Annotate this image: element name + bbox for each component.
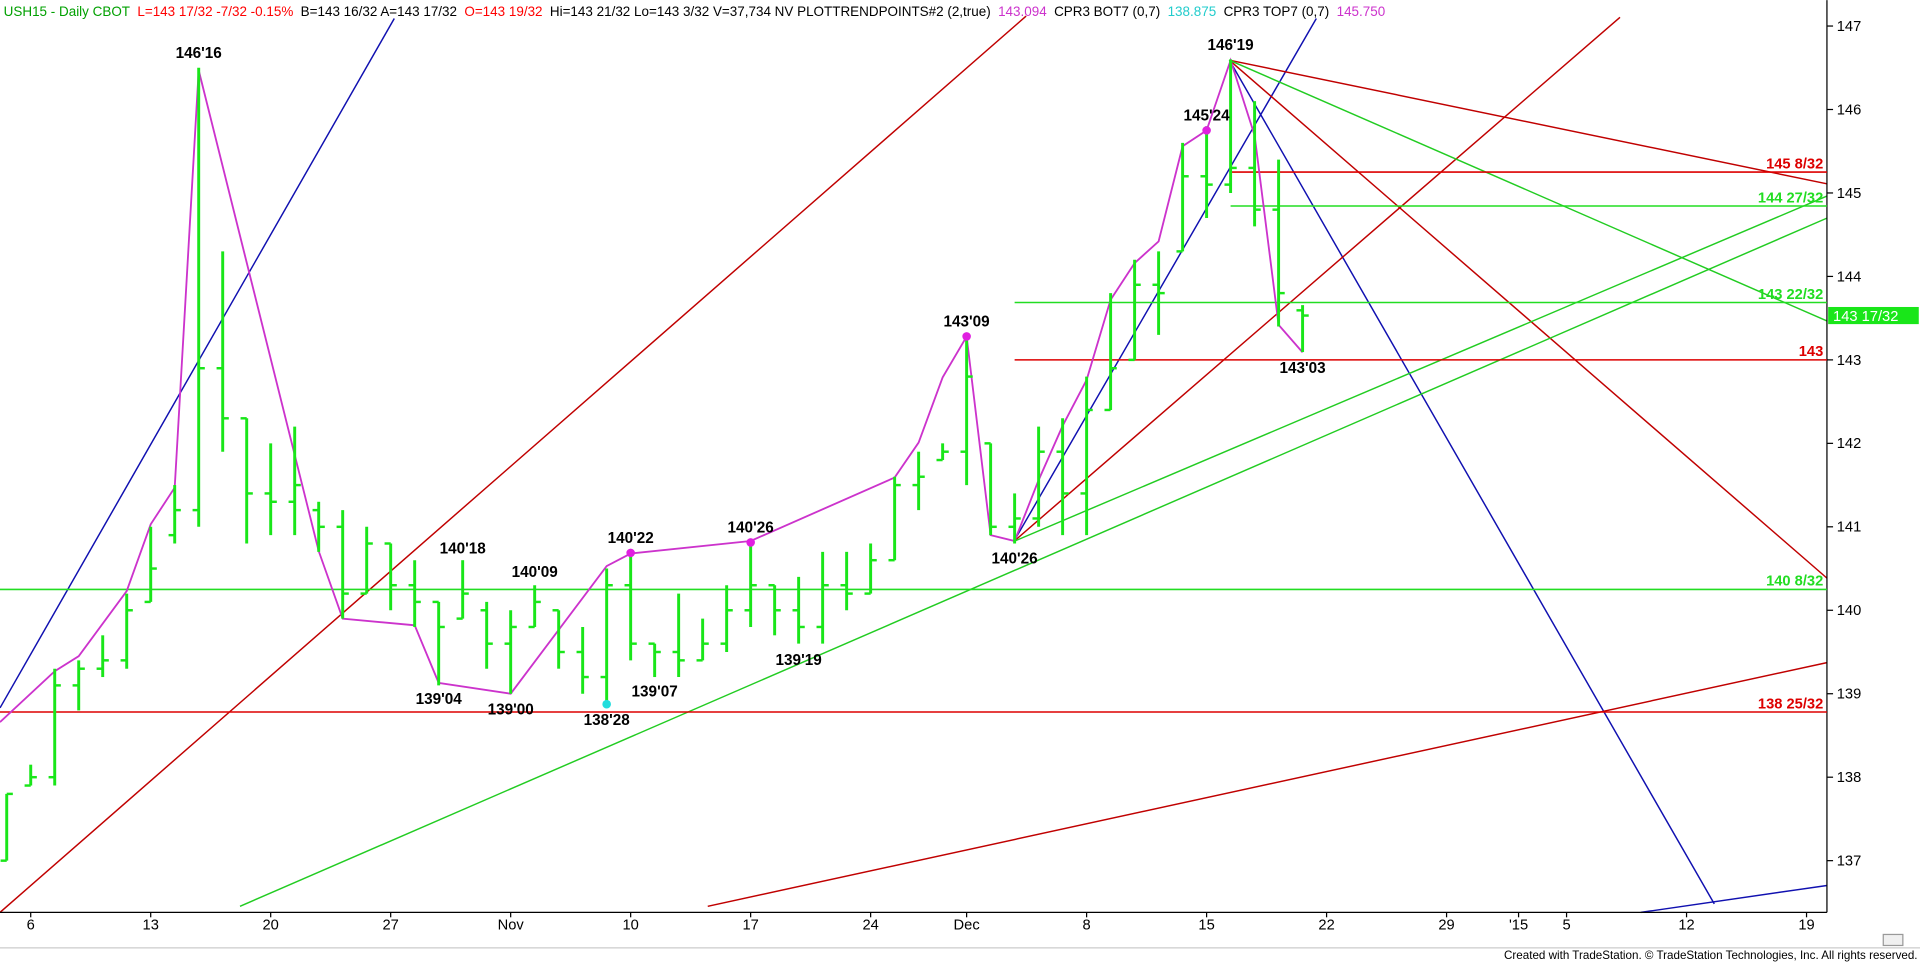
trend-line bbox=[1229, 59, 1828, 185]
x-tick-label: 10 bbox=[622, 918, 638, 934]
header-item: B=143 16/32 A=143 17/32 bbox=[301, 4, 457, 19]
trend-line bbox=[1013, 16, 1621, 542]
pivot-label: 139'00 bbox=[488, 702, 534, 719]
footer: Created with TradeStation. © TradeStatio… bbox=[1504, 949, 1918, 962]
pivot-label: 140'22 bbox=[608, 530, 654, 547]
trend-lines bbox=[0, 15, 1828, 914]
y-tick-label: 146 bbox=[1837, 102, 1862, 118]
y-tick-label: 144 bbox=[1837, 269, 1862, 285]
header: USH15 - Daily CBOT L=143 17/32 -7/32 -0.1… bbox=[4, 4, 1386, 19]
last-price-label: 143 17/32 bbox=[1833, 309, 1898, 325]
header-item: CPR3 BOT7 (0,7) bbox=[1054, 4, 1160, 19]
x-tick-label: 20 bbox=[263, 918, 279, 934]
pivot-label: 146'16 bbox=[176, 45, 222, 62]
y-tick-label: 145 bbox=[1837, 186, 1862, 202]
pivot-marker bbox=[626, 548, 635, 558]
header-item: 143.094 bbox=[998, 4, 1047, 19]
trend-line bbox=[1229, 59, 1828, 322]
x-tick-label: 12 bbox=[1678, 918, 1694, 934]
trend-line bbox=[1228, 59, 1715, 905]
x-tick-label: 19 bbox=[1798, 918, 1814, 934]
y-tick-label: 138 bbox=[1837, 770, 1862, 786]
pivot-label: 140'26 bbox=[728, 520, 774, 537]
x-tick-label: 15 bbox=[1198, 918, 1214, 934]
x-tick-label: 22 bbox=[1318, 918, 1334, 934]
pivot-marker bbox=[962, 332, 971, 341]
y-tick-label: 142 bbox=[1837, 436, 1862, 452]
trend-line bbox=[0, 15, 1027, 913]
x-tick-label: 8 bbox=[1083, 918, 1091, 934]
pivot-label: 139'19 bbox=[776, 652, 822, 669]
zigzag-line bbox=[0, 57, 1304, 723]
header-item: Hi=143 21/32 Lo=143 3/32 V=37,734 NV PLO… bbox=[550, 4, 991, 19]
header-item: L=143 17/32 -7/32 -0.15% bbox=[137, 4, 293, 19]
pivot-label: 143'03 bbox=[1279, 360, 1325, 377]
y-tick-label: 147 bbox=[1837, 19, 1862, 35]
header-item: 138.875 bbox=[1168, 4, 1217, 19]
header-item: USH15 - Daily CBOT bbox=[4, 4, 130, 19]
level-label: 145 8/32 bbox=[1766, 156, 1823, 172]
pivot-label: 145'24 bbox=[1184, 108, 1231, 125]
trend-line bbox=[1228, 59, 1828, 579]
x-tick-label: 13 bbox=[143, 918, 159, 934]
level-label: 143 bbox=[1799, 344, 1824, 360]
pivot-label: 138'28 bbox=[584, 712, 631, 729]
pivot-label: 140'09 bbox=[512, 564, 558, 581]
header-item: 145.750 bbox=[1337, 4, 1386, 19]
y-tick-label: 139 bbox=[1837, 687, 1862, 703]
y-tick-label: 141 bbox=[1837, 520, 1862, 536]
header-item: O=143 19/32 bbox=[464, 4, 542, 19]
x-tick-label: Dec bbox=[954, 918, 980, 934]
pivot-marker bbox=[1202, 126, 1211, 135]
x-tick-label: 27 bbox=[383, 918, 399, 934]
x-tick-label: '15 bbox=[1509, 918, 1528, 934]
trend-line bbox=[707, 661, 1828, 908]
x-tick-label: Nov bbox=[498, 918, 525, 934]
trend-line bbox=[1013, 195, 1828, 543]
header-item: CPR3 TOP7 (0,7) bbox=[1224, 4, 1330, 19]
pivot-label: 140'18 bbox=[440, 541, 487, 558]
y-tick-label: 140 bbox=[1837, 603, 1862, 619]
trend-line bbox=[1013, 18, 1317, 542]
y-tick-label: 137 bbox=[1837, 854, 1862, 870]
scroll-box[interactable] bbox=[1882, 933, 1904, 947]
x-tick-label: 24 bbox=[862, 918, 878, 934]
pivot-label: 140'26 bbox=[992, 550, 1038, 567]
pivot-label: 139'04 bbox=[416, 691, 463, 708]
x-tick-label: 6 bbox=[27, 918, 35, 934]
trend-line bbox=[239, 217, 1828, 907]
x-tick-label: 29 bbox=[1438, 918, 1454, 934]
last-price-box bbox=[1828, 306, 1919, 325]
x-tick-label: 17 bbox=[742, 918, 758, 934]
level-label: 143 22/32 bbox=[1758, 287, 1823, 303]
x-tick-label: 5 bbox=[1562, 918, 1570, 934]
level-label: 140 8/32 bbox=[1766, 574, 1823, 590]
trend-line bbox=[0, 18, 395, 709]
pivot-marker bbox=[746, 538, 755, 547]
pivot-label: 139'07 bbox=[632, 683, 678, 700]
trend-line bbox=[1640, 884, 1828, 914]
pivot-label: 146'19 bbox=[1208, 37, 1254, 54]
y-tick-label: 143 bbox=[1837, 353, 1862, 369]
pivot-marker bbox=[602, 699, 611, 709]
pivot-label: 143'09 bbox=[944, 314, 990, 331]
level-label: 144 27/32 bbox=[1758, 190, 1823, 206]
level-label: 138 25/32 bbox=[1758, 696, 1823, 712]
